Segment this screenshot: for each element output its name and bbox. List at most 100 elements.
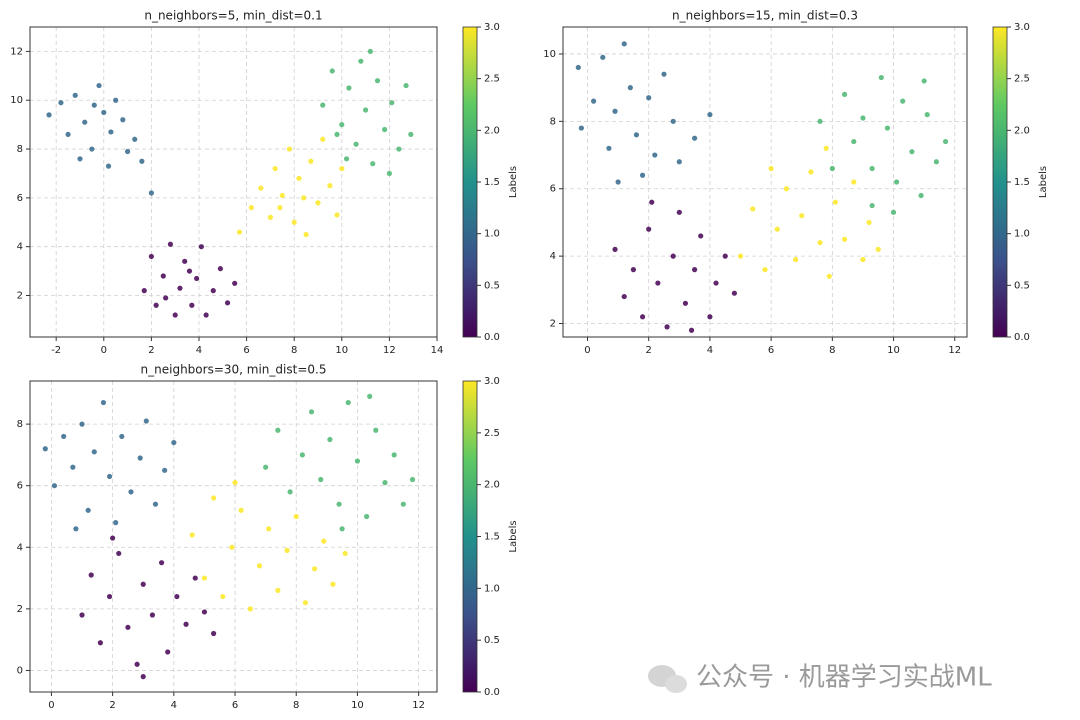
point	[374, 78, 381, 84]
point	[676, 159, 682, 165]
point	[630, 267, 636, 273]
point	[293, 513, 299, 520]
point	[119, 433, 125, 440]
point	[646, 95, 652, 101]
point	[688, 327, 695, 333]
x-tick-label: 2	[109, 700, 115, 711]
point	[267, 214, 273, 220]
point	[91, 449, 97, 455]
colorbar-label: Labels	[508, 166, 519, 198]
point	[303, 231, 309, 238]
y-tick-label: 2	[17, 291, 23, 302]
point	[382, 126, 388, 133]
point	[339, 165, 345, 172]
point	[132, 136, 138, 142]
colorbar-tick-label: 1.0	[484, 583, 500, 594]
point	[591, 98, 597, 104]
point	[826, 273, 832, 279]
point	[768, 165, 774, 172]
point	[140, 581, 146, 587]
point	[353, 141, 359, 147]
point	[79, 421, 85, 427]
point	[682, 300, 689, 306]
point	[299, 452, 305, 458]
point	[120, 117, 126, 123]
point	[670, 118, 676, 124]
point	[894, 179, 900, 185]
point	[160, 273, 166, 279]
point	[793, 256, 799, 263]
point	[201, 575, 208, 581]
point	[639, 172, 646, 178]
point	[921, 78, 927, 84]
point	[866, 219, 872, 226]
watermark: 公众号 · 机器学习实战ML	[696, 663, 992, 693]
point	[198, 244, 204, 250]
point	[116, 550, 122, 557]
colorbar	[992, 26, 1008, 338]
y-tick-label: 6	[17, 481, 23, 492]
point	[171, 439, 177, 446]
point	[731, 290, 737, 296]
point	[860, 256, 866, 263]
x-tick-label: -2	[51, 345, 61, 356]
point	[148, 253, 154, 260]
point	[851, 138, 857, 145]
colorbar-label: Labels	[508, 520, 519, 552]
point	[575, 64, 581, 71]
point	[162, 467, 168, 473]
point	[343, 156, 350, 162]
point	[698, 233, 704, 239]
point	[878, 74, 884, 81]
point	[869, 202, 875, 209]
point	[315, 200, 321, 206]
x-tick-label: 6	[768, 345, 774, 356]
point	[633, 132, 640, 138]
point	[266, 526, 272, 532]
point	[692, 267, 698, 273]
point	[884, 125, 891, 131]
plot-frame	[562, 26, 968, 338]
point	[287, 489, 293, 495]
point	[97, 640, 103, 646]
point	[330, 581, 336, 587]
point	[61, 433, 67, 440]
colorbar	[462, 26, 478, 338]
point	[65, 131, 71, 138]
chart-title: n_neighbors=5, min_dist=0.1	[144, 9, 322, 23]
point	[308, 158, 314, 164]
point	[367, 48, 373, 55]
point	[308, 409, 315, 415]
point	[275, 427, 281, 433]
point	[203, 312, 209, 318]
point	[46, 112, 52, 118]
colorbar-tick-label: 2.5	[484, 428, 500, 439]
point	[272, 165, 278, 172]
point	[909, 149, 915, 155]
point	[110, 535, 116, 541]
point	[186, 268, 193, 274]
point	[291, 219, 297, 225]
point	[70, 464, 76, 470]
point	[655, 280, 661, 286]
y-tick-label: 4	[17, 542, 23, 553]
colorbar-tick-label: 2.0	[484, 480, 500, 491]
point	[82, 119, 88, 125]
y-tick-label: 12	[10, 46, 23, 57]
point	[327, 436, 333, 443]
point	[174, 593, 180, 600]
point	[578, 125, 584, 131]
y-tick-label: 8	[17, 419, 23, 430]
x-tick-label: 12	[948, 345, 961, 356]
point	[370, 161, 376, 167]
point	[148, 190, 154, 196]
point	[342, 550, 348, 557]
point	[652, 152, 658, 158]
point	[192, 575, 198, 581]
point	[621, 293, 627, 300]
point	[762, 267, 768, 273]
colorbar-tick-label: 0.0	[484, 687, 500, 698]
point	[182, 258, 188, 264]
point	[248, 205, 254, 211]
